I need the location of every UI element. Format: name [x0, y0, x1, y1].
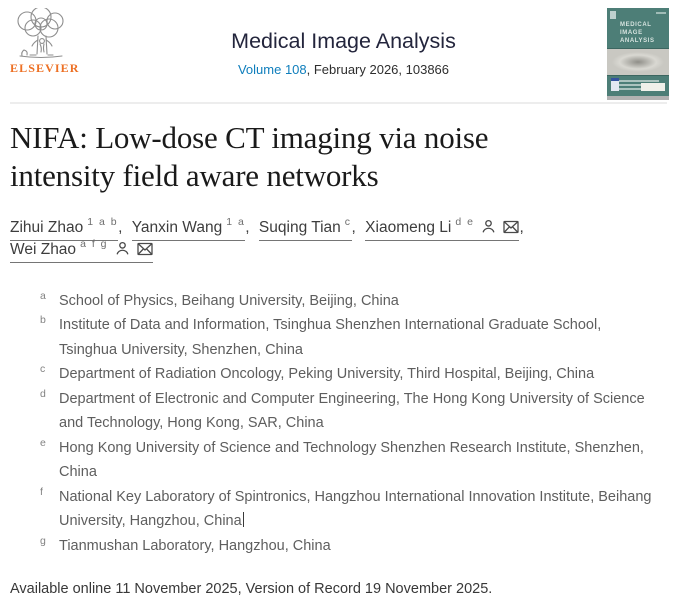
author-link-xiaomeng-li[interactable]: Xiaomeng Li d e	[365, 215, 520, 241]
affiliation-f: f National Key Laboratory of Spintronics,…	[40, 485, 652, 530]
cover-publisher-mark-icon	[610, 11, 616, 19]
cover-caption-lines	[617, 80, 669, 90]
text-cursor	[242, 512, 244, 528]
affiliation-b: b Institute of Data and Information, Tsin…	[40, 314, 602, 358]
cover-top-row	[607, 8, 669, 19]
header-divider	[10, 102, 667, 104]
cover-journal-title: MEDICAL IMAGE ANALYSIS	[620, 22, 655, 44]
author-separator: ,	[519, 218, 524, 236]
affiliation-g: g Tianmushan Laboratory, Hangzhou, China	[40, 534, 331, 554]
elsevier-tree-icon	[17, 8, 64, 59]
author-sup: 1 a	[226, 215, 246, 228]
volume-line: Volume 108, February 2026, 103866	[80, 62, 607, 77]
author-link-yanxin-wang[interactable]: Yanxin Wang 1 a	[131, 215, 246, 241]
author-sup: d e	[455, 215, 475, 228]
author-link-wei-zhao[interactable]: Wei Zhao a f g	[10, 237, 153, 263]
person-icon	[116, 241, 129, 255]
cover-brain-image	[607, 48, 669, 76]
journal-header: ELSEVIER Medical Image Analysis Volume 1…	[0, 0, 677, 102]
author-separator: ,	[351, 218, 361, 236]
envelope-icon	[137, 242, 153, 256]
author-separator: ,	[245, 218, 254, 236]
issue-info: , February 2026, 103866	[306, 61, 450, 77]
elsevier-logo[interactable]: ELSEVIER	[10, 8, 80, 76]
affiliation-c: c Department of Radiation Oncology, Pekin…	[40, 363, 595, 383]
affiliation-list: a School of Physics, Beihang University, …	[38, 289, 652, 559]
journal-meta: Medical Image Analysis Volume 108, Febru…	[80, 8, 607, 77]
person-icon	[482, 219, 495, 233]
envelope-icon	[503, 220, 520, 234]
availability-line: Available online 11 November 2025, Versi…	[10, 581, 493, 595]
journal-title-link[interactable]: Medical Image Analysis	[231, 29, 456, 53]
elsevier-wordmark: ELSEVIER	[10, 61, 80, 75]
affiliation-a: a School of Physics, Beihang University, …	[40, 289, 399, 309]
cover-top-right-text	[656, 12, 666, 14]
cover-elsevier-box-icon	[641, 83, 665, 91]
author-sup: a f g	[80, 237, 108, 250]
cover-footer-logos	[611, 78, 665, 91]
author-list: Zihui Zhao 1 a b, Yanxin Wang 1 a, Suqing …	[10, 215, 667, 263]
author-sup: c	[344, 215, 352, 228]
author-sup: 1 a b	[87, 215, 119, 228]
author-link-suqing-tian[interactable]: Suqing Tian c	[258, 215, 352, 241]
journal-cover-thumbnail[interactable]: MEDICAL IMAGE ANALYSIS	[607, 8, 669, 100]
volume-link[interactable]: Volume 108	[237, 61, 307, 77]
article-title: NIFA: Low-dose CT imaging via noise inte…	[10, 120, 489, 194]
affiliation-d: d Department of Electronic and Computer E…	[40, 387, 645, 432]
cover-society-logo-icon	[611, 78, 619, 91]
affiliation-e: e Hong Kong University of Science and Tec…	[40, 436, 644, 481]
author-separator: ,	[118, 218, 127, 236]
article-main: NIFA: Low-dose CT imaging via noise inte…	[0, 119, 677, 595]
